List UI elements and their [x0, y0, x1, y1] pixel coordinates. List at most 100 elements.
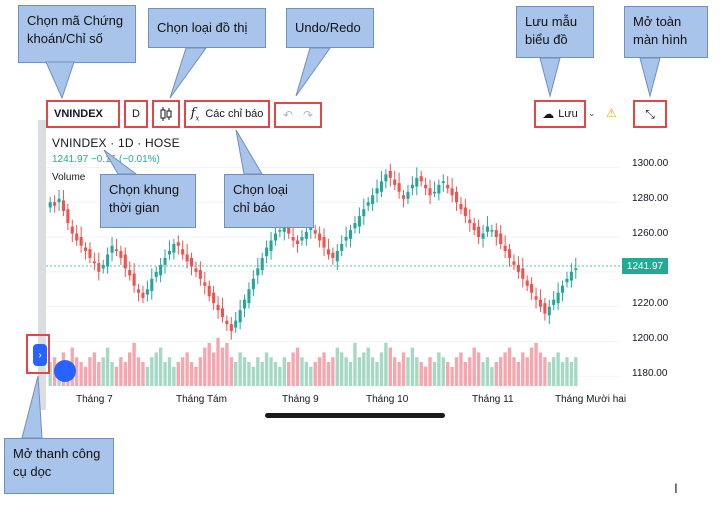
candle-body [220, 308, 225, 318]
candle-body [172, 244, 176, 253]
open-vertical-toolbar-button[interactable]: › [33, 344, 47, 366]
candle-body [503, 245, 507, 251]
candle-body [163, 257, 167, 265]
candle-body [516, 264, 520, 272]
candle-body [547, 306, 551, 316]
volume-bar [406, 357, 410, 386]
save-layout-button[interactable]: ☁ Lưu [534, 100, 586, 128]
collapse-icon: ⤡ [645, 106, 655, 121]
symbol-label: VNINDEX [54, 108, 103, 120]
chevron-down-icon[interactable]: ⌄ [588, 108, 596, 118]
volume-bar [264, 352, 269, 386]
warning-icon[interactable]: ⚠ [606, 106, 617, 120]
candle-body [278, 230, 282, 232]
undo-icon[interactable]: ↶ [282, 108, 293, 122]
candle-body [432, 191, 437, 194]
candle-body [110, 245, 114, 253]
undo-redo-group: ↶ ↷ [274, 102, 322, 128]
volume-bar [158, 347, 163, 386]
volume-bar [220, 347, 225, 386]
volume-bar [335, 347, 339, 386]
candle-body [318, 233, 322, 241]
volume-bar [256, 357, 260, 386]
candle-body [101, 264, 105, 269]
candle-body [446, 184, 450, 189]
candle-body [419, 176, 423, 182]
volume-bar [415, 357, 419, 386]
volume-bar [282, 357, 286, 386]
volume-bar [503, 352, 507, 386]
volume-bar [362, 352, 366, 386]
redo-icon[interactable]: ↷ [303, 108, 314, 122]
candle-body [256, 268, 260, 276]
candle-body [106, 254, 110, 267]
y-tick: 1220.00 [632, 298, 669, 309]
callout-indicator-type: Chọn loại chỉ báo [224, 174, 314, 228]
candle-body [141, 292, 145, 298]
save-label: Lưu [558, 108, 578, 120]
volume-bar [229, 357, 233, 386]
volume-bar [384, 342, 388, 386]
volume-bar [234, 362, 238, 386]
symbol-search-button[interactable]: VNINDEX [46, 100, 120, 128]
volume-bar [331, 357, 335, 386]
timeline-scroll-handle[interactable] [265, 413, 445, 418]
volume-bar [176, 362, 180, 386]
volume-bar [119, 357, 123, 386]
volume-bar [463, 362, 468, 386]
candle-body [477, 226, 481, 238]
interval-label: D [132, 108, 140, 120]
volume-bar [291, 352, 295, 386]
candle-body [437, 184, 441, 194]
candle-body [216, 304, 220, 311]
candle-body [454, 191, 459, 203]
candle-body [48, 202, 52, 208]
candle-body [198, 270, 202, 279]
volume-bar [88, 357, 92, 386]
chart-legend-values: 1241.97 −0.16 (−0.01%) [52, 154, 160, 165]
candle-body [450, 188, 454, 196]
candle-body [335, 250, 339, 262]
candle-body [136, 289, 141, 293]
volume-bar [565, 357, 569, 386]
candle-body [225, 320, 229, 325]
volume-bar [295, 347, 300, 386]
volume-bar [163, 362, 167, 386]
candle-body [132, 273, 136, 286]
fullscreen-button[interactable]: ⤡ [633, 100, 667, 128]
candle-body [287, 224, 291, 234]
interval-button[interactable]: D [124, 100, 148, 128]
volume-bar [260, 362, 264, 386]
volume-bar [446, 362, 450, 386]
candle-body [556, 292, 560, 304]
volume-bar [198, 357, 203, 386]
candle-body [273, 233, 278, 241]
volume-bar [454, 357, 459, 386]
volume-bar [344, 357, 348, 386]
volume-bar [273, 362, 278, 386]
function-icon: fx [190, 105, 200, 123]
candle-body [123, 254, 127, 269]
candle-body [247, 289, 251, 304]
candle-body [574, 268, 578, 271]
volume-bar [340, 352, 344, 386]
indicators-button[interactable]: fx Các chỉ báo [184, 100, 270, 128]
x-tick: Tháng 11 [472, 394, 514, 405]
chart-type-button[interactable] [152, 100, 180, 128]
candle-body [207, 285, 211, 297]
candle-body [401, 195, 406, 199]
volume-bar [278, 366, 282, 386]
candle-body [565, 278, 569, 283]
x-tick: Tháng 9 [282, 394, 319, 405]
volume-bar [97, 362, 101, 386]
candle-body [154, 271, 158, 278]
volume-bar [48, 362, 52, 386]
candle-body [53, 202, 57, 206]
candle-body [57, 198, 61, 203]
volume-bar [167, 357, 172, 386]
candle-body [552, 299, 556, 305]
volume-bar [300, 357, 304, 386]
callout-chart-type: Chọn loại đồ thị [148, 8, 266, 48]
volume-bar [114, 366, 119, 386]
